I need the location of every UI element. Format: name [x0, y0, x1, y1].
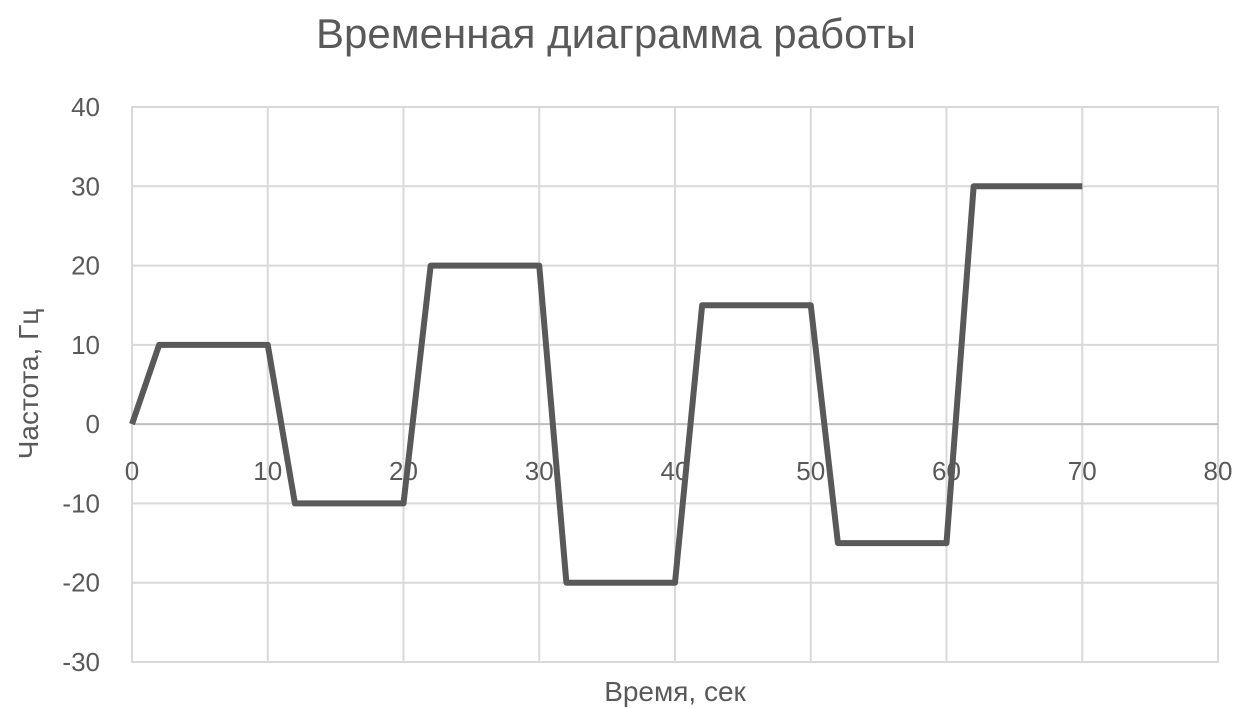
y-axis-label: Частота, Гц [13, 309, 44, 460]
x-tick-label: 0 [125, 456, 139, 486]
y-tick-label: -30 [62, 647, 100, 677]
y-tick-label: -20 [62, 568, 100, 598]
x-tick-label: 50 [796, 456, 825, 486]
x-tick-label: 40 [661, 456, 690, 486]
y-tick-label: 40 [71, 92, 100, 122]
x-axis-label: Время, сек [604, 676, 746, 707]
y-tick-labels: 40 30 20 10 0 -10 -20 -30 [62, 92, 100, 677]
x-tick-label: 20 [389, 456, 418, 486]
y-tick-label: -10 [62, 488, 100, 518]
y-tick-label: 20 [71, 251, 100, 281]
y-tick-label: 0 [86, 409, 100, 439]
x-tick-label: 70 [1068, 456, 1097, 486]
x-tick-label: 60 [932, 456, 961, 486]
y-tick-label: 10 [71, 330, 100, 360]
x-tick-label: 30 [525, 456, 554, 486]
x-tick-label: 10 [253, 456, 282, 486]
plot-border [131, 106, 1219, 663]
series-layer [129, 183, 1083, 586]
x-tick-labels: 0 10 20 30 40 50 60 70 80 [125, 456, 1233, 486]
y-tick-label: 30 [71, 171, 100, 201]
series-line [129, 183, 1083, 586]
x-tick-label: 80 [1204, 456, 1233, 486]
chart-title: Временная диаграмма работы [316, 10, 916, 57]
